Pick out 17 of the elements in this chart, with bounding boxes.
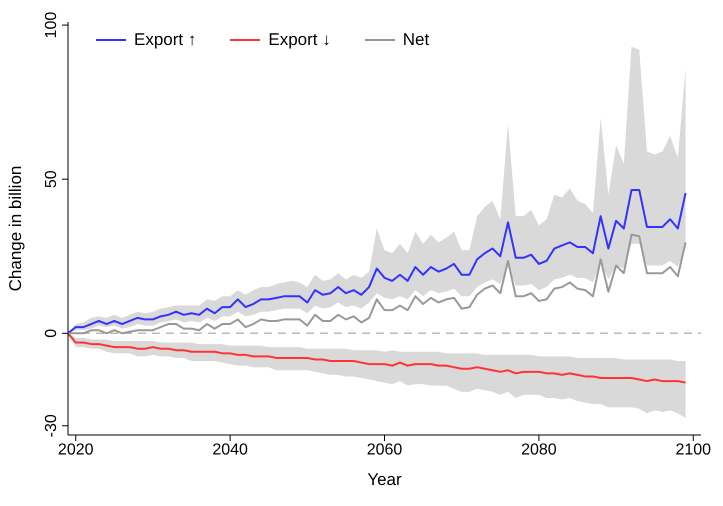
x-tick-label: 2040 <box>212 441 248 458</box>
legend-label: Export ↑ <box>134 30 196 50</box>
x-tick-label: 2080 <box>521 441 557 458</box>
x-tick-label: 2100 <box>675 441 712 458</box>
y-tick-label: -30 <box>43 414 60 438</box>
x-tick-label: 2060 <box>366 441 402 458</box>
y-tick-label: 100 <box>43 12 60 38</box>
y-tick-label: 0 <box>43 328 60 338</box>
y-axis-title: Change in billion <box>6 166 26 292</box>
x-tick-label: 2020 <box>58 441 94 458</box>
x-axis-title: Year <box>367 470 402 489</box>
legend-label: Export ↓ <box>268 30 331 50</box>
line-series <box>68 188 687 334</box>
line-series <box>68 234 687 334</box>
line-series <box>68 332 687 384</box>
y-tick-label: 50 <box>43 170 60 188</box>
legend-label: Net <box>402 30 430 50</box>
